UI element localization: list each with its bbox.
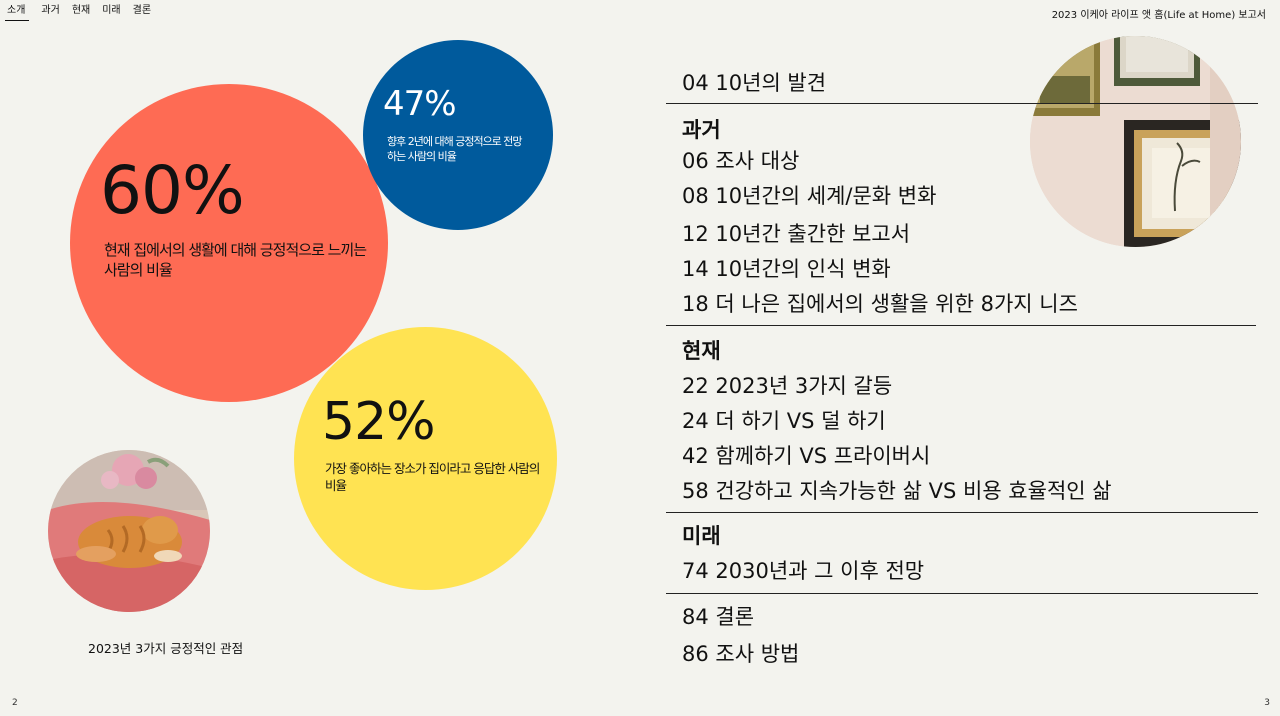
stat-desc-current-positive: 현재 집에서의 생활에 대해 긍정적으로 느끼는 사람의 비율	[104, 241, 367, 279]
top-nav: 소개 과거 현재 미래 결론	[5, 5, 151, 21]
toc-item-present[interactable]: 22 2023년 3가지 갈등	[682, 374, 893, 398]
toc-item-future[interactable]: 74 2030년과 그 이후 전망	[682, 559, 925, 583]
stats-caption: 2023년 3가지 긍정적인 관점	[88, 641, 244, 656]
toc-heading-present: 현재	[682, 339, 721, 363]
toc-item-past[interactable]: 14 10년간의 인식 변화	[682, 257, 891, 281]
picture-frames-photo	[1030, 36, 1241, 247]
stat-desc-future-positive: 향후 2년에 대해 긍정적으로 전망하는 사람의 비율	[387, 135, 523, 163]
page-number-right: 3	[1264, 698, 1270, 708]
nav-item-past[interactable]: 과거	[41, 5, 60, 16]
nav-item-present[interactable]: 현재	[71, 5, 91, 16]
stat-circle-yellow	[294, 327, 557, 590]
toc-divider	[666, 593, 1258, 594]
toc-heading-past: 과거	[682, 118, 721, 142]
nav-item-intro[interactable]: 소개	[5, 5, 30, 21]
stat-value-current-positive: 60%	[100, 152, 245, 229]
stat-value-future-positive: 47%	[383, 84, 457, 124]
toc-item-past[interactable]: 08 10년간의 세계/문화 변화	[682, 184, 937, 208]
toc-item-present[interactable]: 58 건강하고 지속가능한 삶 VS 비용 효율적인 삶	[682, 479, 1112, 503]
stat-desc-favorite-place: 가장 좋아하는 장소가 집이라고 응답한 사람의 비율	[325, 461, 540, 493]
nav-item-future[interactable]: 미래	[102, 5, 121, 16]
toc-item-past[interactable]: 18 더 나은 집에서의 생활을 위한 8가지 니즈	[682, 292, 1078, 316]
cat-photo	[48, 450, 210, 612]
toc-item-present[interactable]: 24 더 하기 VS 덜 하기	[682, 409, 886, 433]
stat-value-favorite-place: 52%	[322, 392, 436, 452]
toc-item-conclusion[interactable]: 84 결론	[682, 605, 755, 629]
stat-circle-blue	[363, 40, 553, 230]
stat-circle-red	[70, 84, 388, 402]
nav-item-conclusion[interactable]: 결론	[132, 5, 152, 16]
toc-item-past[interactable]: 12 10년간 출간한 보고서	[682, 222, 911, 246]
toc-item-past[interactable]: 06 조사 대상	[682, 149, 800, 173]
toc-item-intro[interactable]: 04 10년의 발견	[682, 71, 827, 95]
toc-divider	[666, 325, 1256, 326]
toc-divider	[666, 512, 1258, 513]
page-number-left: 2	[12, 698, 18, 708]
toc-item-present[interactable]: 42 함께하기 VS 프라이버시	[682, 444, 931, 468]
toc-divider	[666, 103, 1258, 104]
report-title: 2023 이케아 라이프 앳 홈(Life at Home) 보고서	[1051, 10, 1266, 21]
toc-heading-future: 미래	[682, 524, 721, 548]
toc-item-methodology[interactable]: 86 조사 방법	[682, 642, 800, 666]
